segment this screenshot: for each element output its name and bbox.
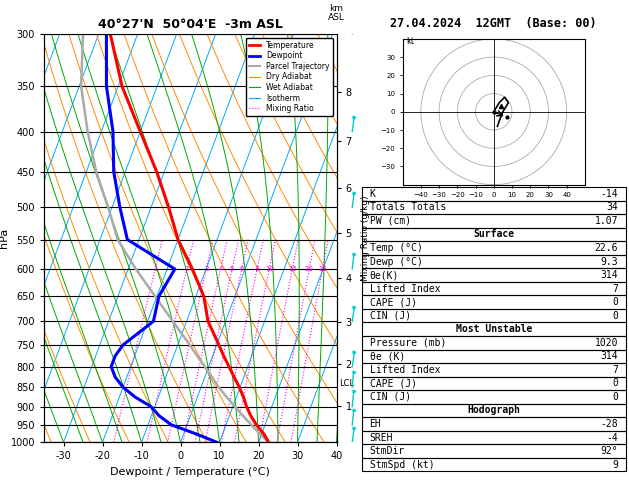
Bar [362,309,626,323]
Bar [362,241,626,255]
Text: 7: 7 [612,284,618,294]
Bar [362,282,626,295]
Bar [362,349,626,363]
Text: Hodograph: Hodograph [467,405,520,416]
Text: 15: 15 [288,266,297,272]
Text: Lifted Index: Lifted Index [370,365,440,375]
Text: CAPE (J): CAPE (J) [370,297,416,307]
Text: StmDir: StmDir [370,446,405,456]
Bar [362,458,626,471]
Bar [362,444,626,458]
Text: Temp (°C): Temp (°C) [370,243,423,253]
Text: K: K [370,189,376,199]
Text: LCL: LCL [340,379,355,388]
Text: 0: 0 [612,311,618,321]
Text: -4: -4 [606,433,618,443]
Text: 314: 314 [600,270,618,280]
Text: Surface: Surface [473,229,515,240]
Bar [362,363,626,377]
Text: 1.07: 1.07 [594,216,618,226]
X-axis label: Dewpoint / Temperature (°C): Dewpoint / Temperature (°C) [110,467,270,477]
Text: 9: 9 [612,460,618,469]
Bar [362,255,626,268]
Text: Mixing Ratio (g/kg): Mixing Ratio (g/kg) [361,195,370,281]
Text: 4: 4 [218,266,223,272]
Bar [362,390,626,404]
Text: θe (K): θe (K) [370,351,405,362]
Text: PW (cm): PW (cm) [370,216,411,226]
Text: CAPE (J): CAPE (J) [370,379,416,388]
Text: 5: 5 [230,266,234,272]
Text: Pressure (mb): Pressure (mb) [370,338,446,348]
Bar [362,404,626,417]
Text: EH: EH [370,419,381,429]
Y-axis label: hPa: hPa [0,228,9,248]
Text: -14: -14 [600,189,618,199]
Bar [362,431,626,444]
Text: 25: 25 [318,266,327,272]
Bar [362,336,626,349]
Title: 40°27'N  50°04'E  -3m ASL: 40°27'N 50°04'E -3m ASL [98,18,282,32]
Text: 92°: 92° [600,446,618,456]
Text: 1020: 1020 [594,338,618,348]
Text: 8: 8 [255,266,259,272]
Text: CIN (J): CIN (J) [370,311,411,321]
Text: 20: 20 [304,266,314,272]
Bar [362,201,626,214]
Legend: Temperature, Dewpoint, Parcel Trajectory, Dry Adiabat, Wet Adiabat, Isotherm, Mi: Temperature, Dewpoint, Parcel Trajectory… [245,38,333,116]
Text: SREH: SREH [370,433,393,443]
Text: 1: 1 [153,266,157,272]
Bar [362,295,626,309]
Text: 9.3: 9.3 [600,257,618,267]
Text: 7: 7 [612,365,618,375]
Text: km
ASL: km ASL [328,4,345,22]
Text: Lifted Index: Lifted Index [370,284,440,294]
Bar [362,377,626,390]
Text: 0: 0 [612,392,618,402]
Text: 34: 34 [606,202,618,212]
Bar [362,417,626,431]
Text: StmSpd (kt): StmSpd (kt) [370,460,434,469]
Text: θe(K): θe(K) [370,270,399,280]
Bar [362,214,626,228]
Bar [362,187,626,201]
Text: 2: 2 [184,266,189,272]
Text: 0: 0 [612,297,618,307]
Text: 22.6: 22.6 [594,243,618,253]
Text: 0: 0 [612,379,618,388]
Text: 27.04.2024  12GMT  (Base: 00): 27.04.2024 12GMT (Base: 00) [391,17,597,30]
Text: 3: 3 [204,266,209,272]
Text: 10: 10 [265,266,274,272]
Bar [362,268,626,282]
Text: CIN (J): CIN (J) [370,392,411,402]
Text: Totals Totals: Totals Totals [370,202,446,212]
Text: -28: -28 [600,419,618,429]
Text: Most Unstable: Most Unstable [455,324,532,334]
Text: 6: 6 [240,266,244,272]
Bar [362,228,626,241]
Text: kt: kt [406,37,415,46]
Bar [362,323,626,336]
Text: Dewp (°C): Dewp (°C) [370,257,423,267]
Text: 314: 314 [600,351,618,362]
